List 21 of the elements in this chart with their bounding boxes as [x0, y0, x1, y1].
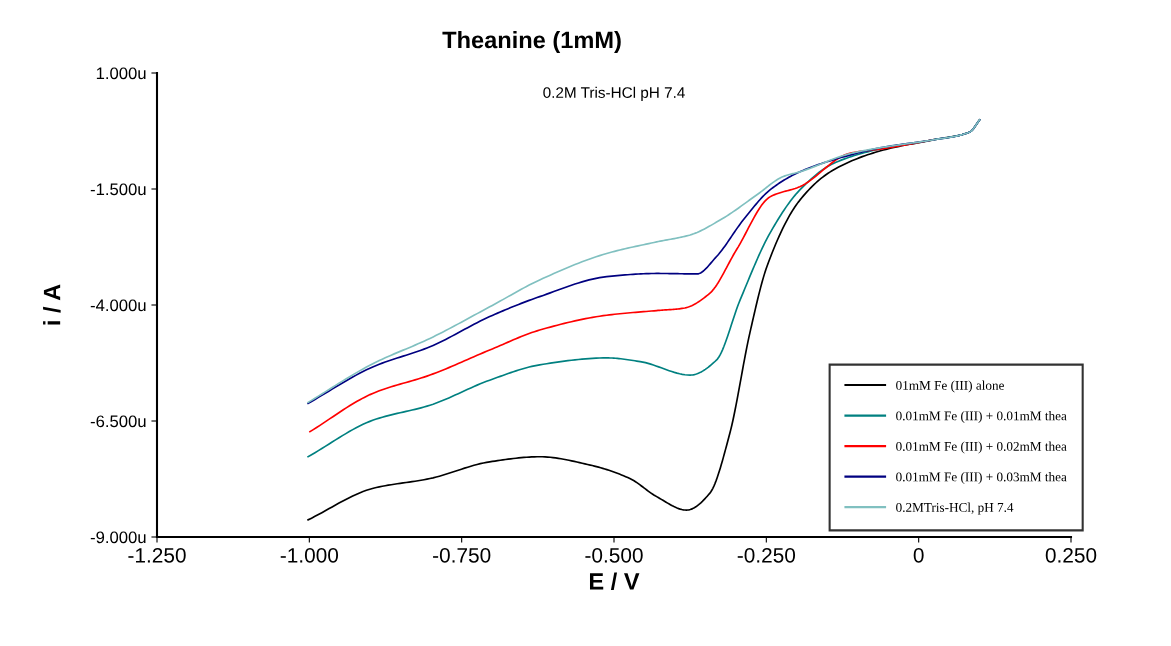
annotation: 0.2M Tris-HCl pH 7.4 — [543, 86, 685, 101]
x-tick-label: -0.250 — [737, 547, 796, 563]
y-tick-label: -1.500u — [90, 183, 146, 196]
x-tick-label: 0.250 — [1045, 547, 1097, 563]
legend-label: 0.01mM Fe (III) + 0.01mM thea — [896, 411, 1067, 424]
x-tick-label: 0 — [913, 547, 924, 563]
x-tick-label: -1.250 — [128, 547, 186, 563]
x-tick-label: -0.750 — [433, 547, 491, 563]
y-tick-label: 1.000u — [96, 67, 146, 80]
x-axis-title: E / V — [589, 572, 640, 590]
y-axis-title: i / A — [43, 284, 61, 325]
y-tick-label: -4.000u — [90, 299, 146, 312]
legend-label: 0.2MTris-HCl, pH 7.4 — [896, 502, 1014, 515]
legend-label: 01mM Fe (III) alone — [896, 380, 1004, 393]
y-tick-label: -6.500u — [90, 415, 146, 428]
y-tick-label: -9.000u — [90, 531, 146, 544]
x-tick-label: -1.000 — [280, 547, 339, 563]
legend-label: 0.01mM Fe (III) + 0.02mM thea — [896, 441, 1067, 454]
legend-label: 0.01mM Fe (III) + 0.03mM thea — [896, 472, 1067, 485]
chart-title: Theanine (1mM) — [442, 31, 621, 53]
x-tick-label: -0.500 — [585, 547, 643, 563]
